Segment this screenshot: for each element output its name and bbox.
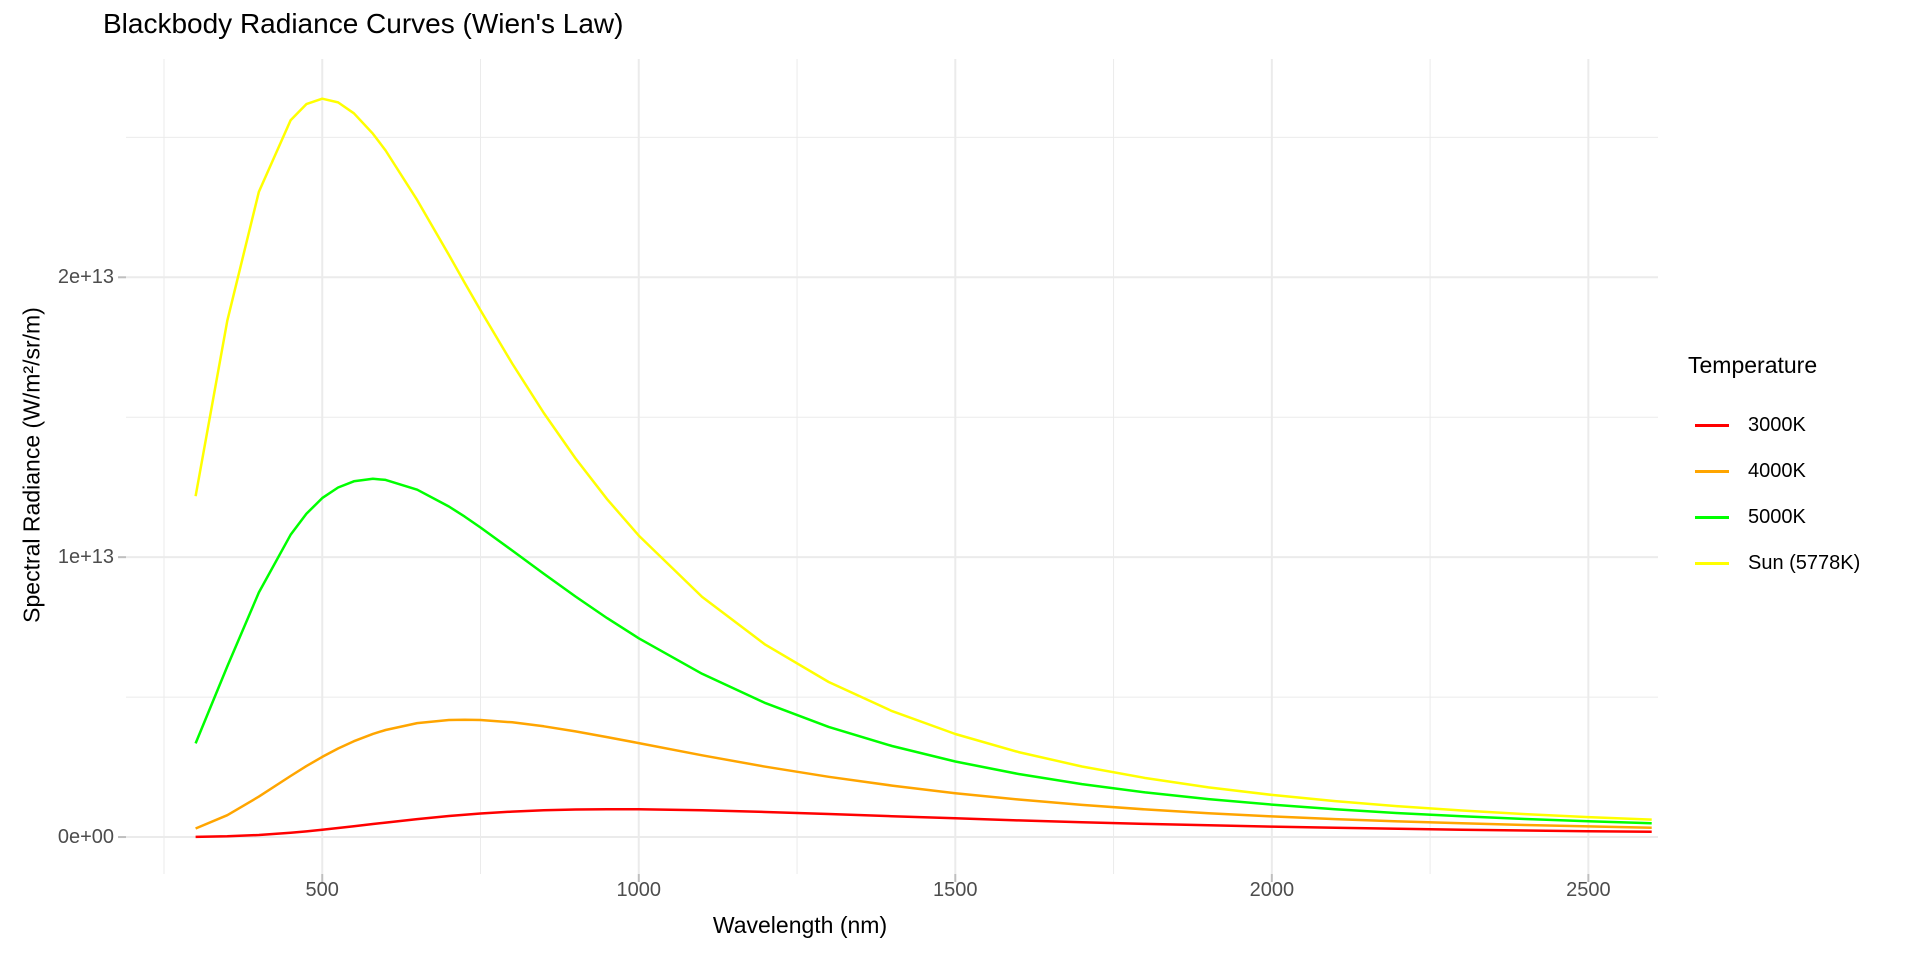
y-tick-label: 0e+00	[57, 826, 114, 849]
y-axis-title: Spectral Radiance (W/m²/sr/m)	[18, 307, 45, 623]
x-tick-label: 1500	[933, 879, 978, 901]
legend-key-line	[1695, 469, 1729, 473]
x-tick-label: 2000	[1249, 879, 1295, 901]
legend-key-line	[1695, 515, 1729, 519]
legend-label: 3000K	[1748, 413, 1806, 436]
y-tick-label: 1e+13	[57, 546, 114, 569]
legend-items: 3000K 4000K 5000K Sun (5778K)	[1688, 402, 1860, 586]
x-tick-label: 2500	[1566, 879, 1611, 901]
legend-label: Sun (5778K)	[1748, 551, 1861, 574]
curve-sun-5778k-	[194, 97, 1652, 821]
legend-key-line	[1695, 423, 1729, 427]
x-tick-label: 500	[305, 879, 339, 901]
x-axis-title: Wavelength (nm)	[712, 912, 888, 938]
legend-key-line	[1695, 561, 1729, 565]
curve-3000k	[195, 807, 1652, 839]
legend-label: 5000K	[1748, 505, 1806, 528]
legend-title: Temperature	[1688, 352, 1818, 378]
legend-item: 3000K	[1688, 402, 1860, 448]
curve-5000k	[194, 477, 1652, 825]
legend-item: 5000K	[1688, 494, 1860, 540]
legend-item: Sun (5778K)	[1688, 540, 1860, 586]
legend-item: 4000K	[1688, 448, 1860, 494]
y-tick-label: 2e+13	[57, 266, 114, 289]
x-tick-label: 1000	[616, 879, 662, 901]
legend: Temperature 3000K 4000K 5000K Sun (5778K)	[1688, 352, 1860, 586]
chart-title: Blackbody Radiance Curves (Wien's Law)	[103, 8, 624, 39]
curve-4000k	[195, 718, 1652, 830]
legend-label: 4000K	[1748, 459, 1806, 482]
